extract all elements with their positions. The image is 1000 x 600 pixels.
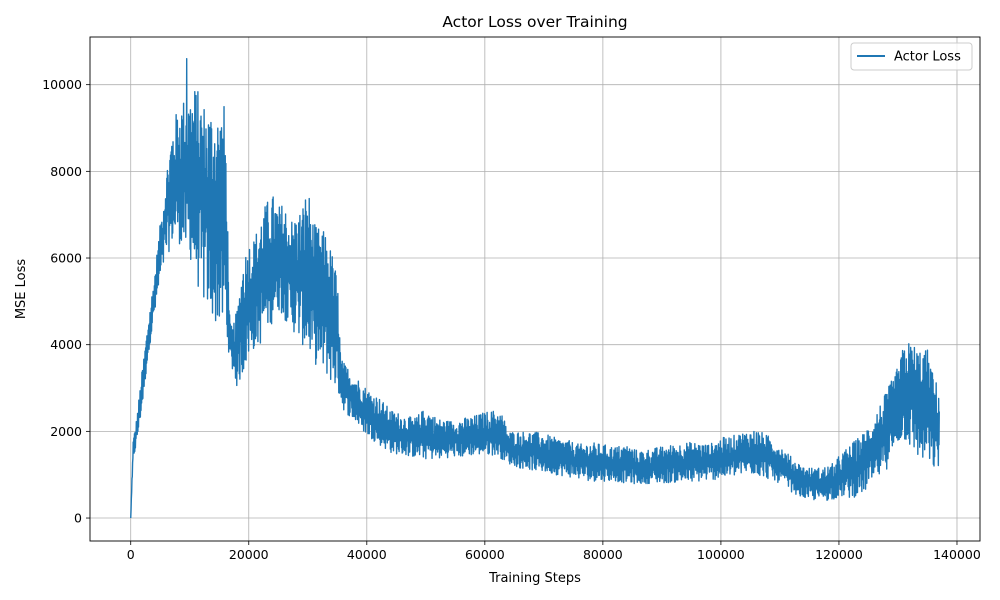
x-tick-label: 60000 [465,547,505,562]
plot-frame [89,36,981,542]
y-axis-label: MSE Loss [14,259,29,320]
x-tick-label: 40000 [347,547,387,562]
x-tick-label: 80000 [583,547,623,562]
y-tick-label: 2000 [50,424,82,439]
x-axis-label: Training Steps [488,571,581,586]
legend: Actor Loss [850,42,973,71]
y-tick-label: 6000 [50,251,82,266]
legend-box [850,42,973,71]
x-tick-label: 100000 [697,547,745,562]
x-tick-label: 20000 [229,547,269,562]
legend-label-actor-loss: Actor Loss [894,50,961,65]
x-tick-label: 140000 [933,547,981,562]
x-axis-ticks: 0 20000 40000 60000 80000 100000 120000 140000 [127,541,981,562]
series-line-actor-loss [130,57,940,519]
y-axis-ticks: 0 2000 4000 6000 8000 10000 [42,77,90,526]
chart-title: Actor Loss over Training [442,13,627,31]
x-tick-label: 120000 [815,547,863,562]
x-tick-label: 0 [127,547,135,562]
y-tick-label: 10000 [42,77,82,92]
series-layer [130,57,940,519]
y-tick-label: 0 [74,511,82,526]
y-tick-label: 8000 [50,164,82,179]
y-tick-label: 4000 [50,337,82,352]
